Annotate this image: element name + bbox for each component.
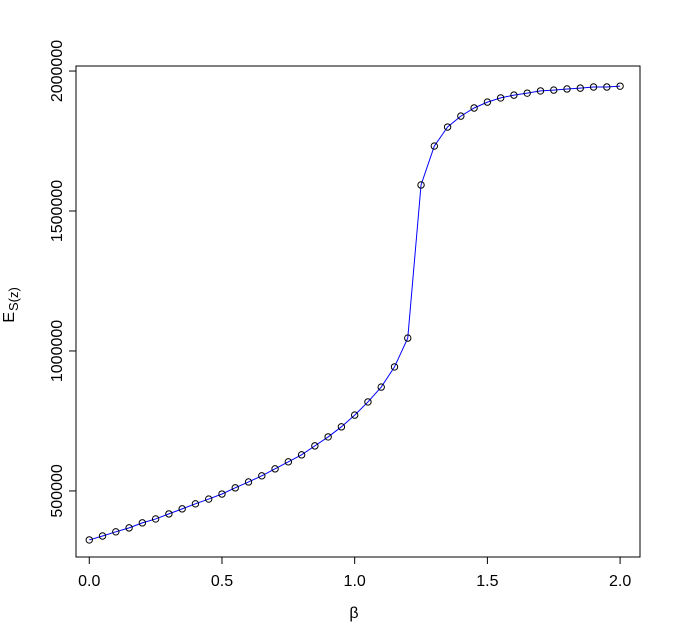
data-point: [563, 85, 571, 93]
data-point: [191, 500, 200, 508]
data-point: [616, 82, 624, 90]
data-point: [205, 495, 213, 503]
data-point: [258, 472, 266, 480]
data-point: [510, 91, 518, 99]
data-point: [417, 181, 425, 189]
data-point: [151, 515, 160, 523]
data-point: [231, 484, 239, 492]
x-tick-label: 1.0: [344, 573, 366, 590]
x-tick-label: 2.0: [609, 573, 631, 590]
data-line: [89, 85, 621, 541]
data-point: [377, 383, 385, 391]
data-point: [443, 123, 452, 131]
y-tick-label: 1000000: [49, 320, 66, 382]
x-axis-label: β: [349, 605, 358, 622]
data-point: [390, 363, 399, 371]
y-tick-label: 1500000: [49, 180, 66, 242]
x-tick-label: 0.0: [78, 573, 100, 590]
data-point: [496, 94, 505, 102]
plot-frame: [75, 65, 641, 558]
data-point: [483, 98, 492, 106]
data-point: [589, 83, 598, 91]
data-point: [125, 524, 133, 532]
data-point: [350, 411, 359, 419]
y-tick-label: 500000: [49, 464, 66, 517]
data-point: [311, 442, 319, 450]
data-point: [550, 86, 558, 94]
data-point: [603, 83, 611, 91]
data-point: [523, 89, 531, 97]
data-point: [470, 104, 478, 112]
data-point: [457, 112, 465, 120]
y-axis-label-group: E S(z): [1, 287, 21, 323]
x-tick-label: 0.5: [211, 573, 233, 590]
data-point: [244, 478, 253, 486]
data-point: [112, 528, 120, 536]
data-point: [271, 465, 279, 473]
data-point: [364, 398, 372, 406]
data-point: [85, 536, 93, 544]
data-point: [404, 334, 412, 342]
data-point: [284, 458, 293, 466]
data-point: [337, 423, 346, 431]
data-point: [138, 519, 147, 527]
data-point: [178, 505, 186, 513]
data-point: [430, 142, 439, 150]
data-point: [297, 451, 306, 459]
data-point: [218, 490, 226, 498]
data-point: [98, 532, 107, 540]
x-tick-label: 1.5: [476, 573, 498, 590]
data-point: [165, 510, 173, 518]
y-tick-label: 2000000: [49, 40, 66, 102]
data-point: [536, 87, 545, 95]
data-point: [324, 433, 332, 441]
data-point: [576, 84, 584, 92]
y-axis-label-sub: S(z): [6, 287, 21, 311]
y-axis-label: E: [1, 312, 18, 323]
